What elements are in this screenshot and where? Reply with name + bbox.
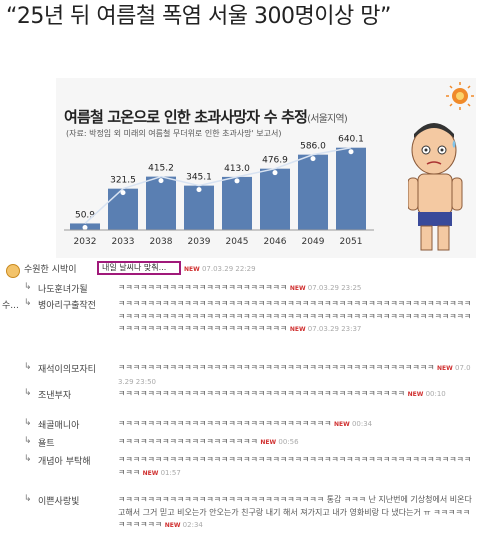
bar-2046 (260, 168, 290, 230)
point-2051 (348, 149, 354, 155)
value-label-2032: 50.9 (75, 210, 95, 220)
comment-body: ㅋㅋㅋㅋㅋㅋㅋㅋㅋㅋㅋㅋㅋㅋㅋㅋㅋㅋㅋㅋㅋㅋㅋㅋㅋㅋㅋㅋㅋㅋㅋㅋㅋㅋㅋㅋㅋㅋㅋ (118, 389, 408, 398)
category-label-2032: 2032 (74, 237, 97, 247)
value-label-2049: 586.0 (300, 142, 326, 152)
reply-arrow-icon: ↳ (24, 362, 32, 372)
comment-nickname[interactable]: 개념아 부탁해 (38, 457, 91, 467)
category-label-2045: 2045 (226, 237, 249, 247)
comment-date: 01:57 (158, 468, 181, 477)
comment-nickname[interactable]: 병아리구출작전 (38, 301, 96, 311)
value-label-2039: 345.1 (186, 173, 212, 183)
category-label-2038: 2038 (150, 237, 173, 247)
sun-face-icon (6, 264, 20, 278)
category-label-2039: 2039 (188, 237, 211, 247)
comment-nickname[interactable]: 쇄골매니아 (38, 421, 80, 431)
comment-date: 07.03.29 22:29 (199, 265, 256, 273)
reply-arrow-icon: ↳ (24, 436, 32, 446)
headline: “25년 뒤 여름철 폭염 서울 300명이상 망” (6, 4, 391, 29)
comment-nickname[interactable]: 욜트 (38, 439, 55, 449)
sweating-man-icon (408, 82, 474, 251)
comment-body: ㅋㅋㅋㅋㅋㅋㅋㅋㅋㅋㅋㅋㅋㅋㅋㅋㅋㅋㅋㅋㅋㅋㅋ (118, 283, 290, 292)
comment-text: ㅋㅋㅋㅋㅋㅋㅋㅋㅋㅋㅋㅋㅋㅋㅋㅋㅋㅋㅋㅋㅋㅋㅋㅋㅋㅋㅋㅋㅋ NEW 00:34 (118, 418, 474, 432)
chart-title-text: 여름철 고온으로 인한 초과사망자 수 추정 (64, 108, 308, 126)
new-badge: NEW (333, 421, 350, 428)
comment-date: 07.03.29 23:37 (305, 325, 362, 334)
new-badge: NEW (164, 522, 181, 530)
point-2039 (196, 187, 202, 193)
comment-text: ㅋㅋㅋㅋㅋㅋㅋㅋㅋㅋㅋㅋㅋㅋㅋㅋㅋㅋㅋㅋㅋㅋㅋㅋㅋㅋㅋㅋㅋㅋㅋㅋㅋㅋㅋㅋㅋㅋㅋㅋ… (118, 298, 474, 337)
comment-body: ㅋㅋㅋㅋㅋㅋㅋㅋㅋㅋㅋㅋㅋㅋㅋㅋㅋㅋㅋㅋㅋㅋㅋㅋㅋㅋㅋㅋㅋㅋㅋㅋㅋㅋㅋㅋㅋㅋㅋㅋ… (118, 299, 472, 334)
comment-text: ㅋㅋㅋㅋㅋㅋㅋㅋㅋㅋㅋㅋㅋㅋㅋㅋㅋㅋㅋ NEW 00:56 (118, 436, 474, 450)
point-2046 (272, 170, 278, 176)
comment-date: 00:34 (349, 420, 373, 428)
point-2045 (234, 178, 240, 184)
category-label-2046: 2046 (264, 237, 287, 247)
comment-nickname[interactable]: 나도훈녀가될 (38, 285, 88, 295)
comment-date: 07.03.29 23:25 (305, 284, 362, 292)
comment-nickname[interactable]: 수원한 시박이 (24, 265, 77, 275)
bar-2039 (184, 185, 214, 230)
comment-body: ㅋㅋㅋㅋㅋㅋㅋㅋㅋㅋㅋㅋㅋㅋㅋㅋㅋㅋㅋㅋㅋㅋㅋㅋㅋㅋㅋㅋㅋㅋㅋㅋㅋㅋㅋㅋㅋㅋㅋㅋ… (118, 363, 438, 372)
comment-body: ㅋㅋㅋㅋㅋㅋㅋㅋㅋㅋㅋㅋㅋㅋㅋㅋㅋㅋㅋ (118, 437, 261, 446)
point-2049 (310, 156, 316, 162)
comment-body: ㅋㅋㅋㅋㅋㅋㅋㅋㅋㅋㅋㅋㅋㅋㅋㅋㅋㅋㅋㅋㅋㅋㅋㅋㅋㅋㅋㅋㅋ (118, 419, 334, 428)
new-badge: NEW (142, 469, 159, 477)
new-badge: NEW (437, 365, 453, 372)
reply-arrow-icon: ↳ (24, 418, 32, 428)
comment-date: 02:34 (180, 521, 203, 530)
comment-text: ㅋㅋㅋㅋㅋㅋㅋㅋㅋㅋㅋㅋㅋㅋㅋㅋㅋㅋㅋㅋㅋㅋㅋㅋㅋㅋㅋㅋㅋㅋㅋㅋㅋㅋㅋㅋㅋㅋㅋㅋ… (118, 362, 474, 388)
reply-arrow-icon: ↳ (24, 388, 32, 398)
value-label-2046: 476.9 (262, 156, 288, 166)
comment-text: ㅋㅋㅋㅋㅋㅋㅋㅋㅋㅋㅋㅋㅋㅋㅋㅋㅋㅋㅋㅋㅋㅋㅋㅋㅋㅋㅋㅋㅋㅋㅋㅋㅋㅋㅋㅋㅋㅋㅋㅋ… (118, 454, 474, 480)
new-badge: NEW (184, 266, 200, 273)
point-2032 (82, 224, 88, 230)
reply-arrow-icon: ↳ (24, 298, 32, 308)
value-label-2038: 415.2 (148, 164, 174, 174)
comment-text: ㅋㅋㅋㅋㅋㅋㅋㅋㅋㅋㅋㅋㅋㅋㅋㅋㅋㅋㅋㅋㅋㅋㅋㅋㅋㅋㅋㅋㅋㅋㅋㅋㅋㅋㅋㅋㅋㅋㅋ … (118, 388, 474, 402)
trend-line (84, 146, 352, 225)
value-label-2033: 321.5 (110, 176, 136, 186)
comment-date: 07.03.29 23:50 (118, 364, 471, 386)
bar-chart: 50.9 2032 321.5 2033 415.2 2038 345.1 2039 413.0… (64, 135, 374, 247)
value-label-2051: 640.1 (338, 135, 364, 145)
comment-text: ㅋㅋㅋㅋㅋㅋㅋㅋㅋㅋㅋㅋㅋㅋㅋㅋㅋㅋㅋㅋㅋㅋㅋㅋㅋㅋㅋㅋ 통감 ㅋㅋㅋ 난 지난… (118, 494, 474, 533)
comment-body: ㅋㅋㅋㅋㅋㅋㅋㅋㅋㅋㅋㅋㅋㅋㅋㅋㅋㅋㅋㅋㅋㅋㅋㅋㅋㅋㅋㅋ 통감 ㅋㅋㅋ 난 지난… (118, 495, 472, 530)
sun-icon (446, 82, 474, 110)
reply-arrow-icon: ↳ (24, 494, 32, 504)
comment-meta: NEW 07.03.29 22:29 (184, 264, 256, 273)
highlighted-comment-text: 내일 날씨나 맞춰... (97, 261, 181, 275)
category-label-2049: 2049 (302, 237, 325, 247)
comment-date: 00:56 (276, 438, 299, 446)
comment-text: ㅋㅋㅋㅋㅋㅋㅋㅋㅋㅋㅋㅋㅋㅋㅋㅋㅋㅋㅋㅋㅋㅋㅋ NEW 07.03.29 23:… (118, 282, 474, 296)
reply-arrow-icon: ↳ (24, 282, 32, 292)
side-label: 수... (2, 301, 19, 311)
new-badge: NEW (289, 285, 306, 292)
point-2038 (158, 178, 164, 184)
new-badge: NEW (260, 439, 277, 446)
bar-2038 (146, 176, 176, 230)
point-2033 (120, 190, 126, 196)
bar-2049 (298, 154, 328, 230)
comment-body: ㅋㅋㅋㅋㅋㅋㅋㅋㅋㅋㅋㅋㅋㅋㅋㅋㅋㅋㅋㅋㅋㅋㅋㅋㅋㅋㅋㅋㅋㅋㅋㅋㅋㅋㅋㅋㅋㅋㅋㅋ… (118, 455, 472, 477)
comment-nickname[interactable]: 이쁜사랑빛 (38, 497, 80, 507)
comment-date: 00:10 (423, 390, 446, 398)
chart-title: 여름철 고온으로 인한 초과사망자 수 추정(서울지역) (64, 106, 348, 127)
new-badge: NEW (289, 326, 306, 334)
comment-nickname[interactable]: 조낸부자 (38, 391, 72, 401)
chart-subtitle: (서울지역) (307, 114, 348, 125)
bar-2045 (222, 176, 252, 230)
bar-2051 (336, 147, 366, 230)
category-label-2033: 2033 (112, 237, 135, 247)
value-label-2045: 413.0 (224, 164, 250, 174)
reply-arrow-icon: ↳ (24, 454, 32, 464)
comment-nickname[interactable]: 재석이의모자티 (38, 365, 96, 375)
chart-source: (자료: 박정임 외 미래의 여름철 무더위로 인한 초과사망' 보고서) (66, 129, 282, 138)
category-label-2051: 2051 (340, 237, 363, 247)
infographic: 50.9 2032 321.5 2033 415.2 2038 345.1 2039 413.0… (56, 78, 476, 258)
bar-2033 (108, 188, 138, 230)
new-badge: NEW (407, 391, 424, 398)
